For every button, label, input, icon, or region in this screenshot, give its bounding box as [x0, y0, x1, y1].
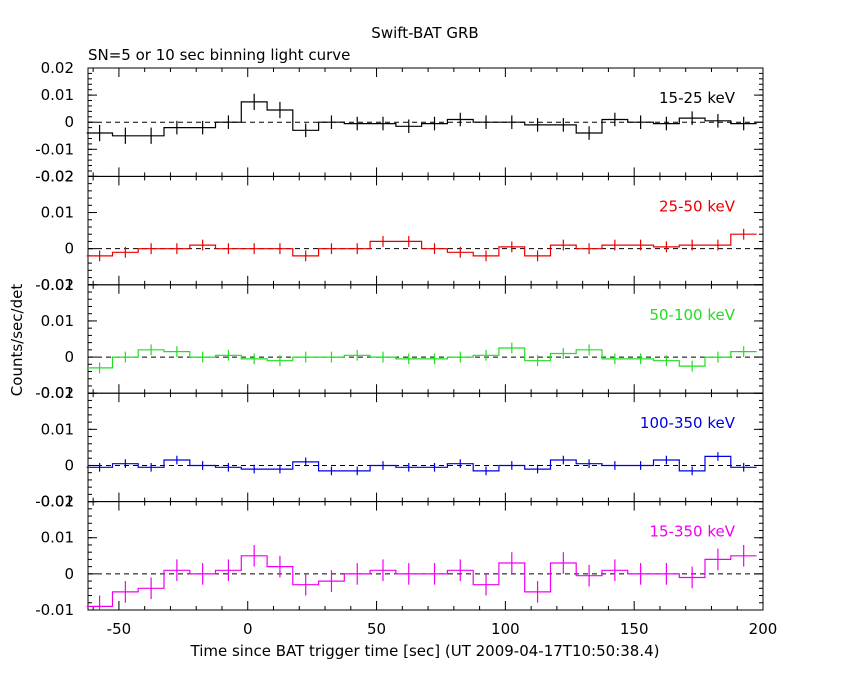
y-tick-label: 0.01: [41, 420, 74, 438]
x-axis-label: Time since BAT trigger time [sec] (UT 20…: [190, 642, 660, 660]
band-label: 15-25 keV: [659, 89, 736, 107]
y-tick-label: 0.01: [41, 529, 74, 547]
panel-frame: [87, 501, 764, 611]
panel-3: -0.01 0 0.01 0.02 50-100 keV: [35, 276, 764, 402]
panel-1: -0.02 -0.01 0 0.01 0.02 15-25 keV: [35, 59, 764, 185]
y-tick-label: 0: [64, 456, 74, 474]
y-tick-label: 0: [64, 113, 74, 131]
x-tick-label: 0: [243, 620, 253, 638]
series-step-line: [86, 101, 757, 137]
y-tick-label: 0.02: [41, 167, 74, 185]
y-tick-label: 0.02: [41, 276, 74, 294]
x-tick-label: 200: [749, 620, 778, 638]
series-step-line: [86, 455, 757, 472]
y-tick-label: 0.01: [41, 312, 74, 330]
band-label: 50-100 keV: [649, 306, 735, 324]
series-step-line: [86, 347, 757, 369]
x-tick-label: -50: [107, 620, 132, 638]
chart-subtitle: SN=5 or 10 sec binning light curve: [88, 46, 350, 64]
y-tick-label: -0.01: [35, 276, 74, 294]
y-tick-label: 0: [64, 240, 74, 258]
x-tick-label: 50: [367, 620, 386, 638]
y-tick-label: -0.01: [35, 493, 74, 511]
y-tick-label: 0.01: [41, 204, 74, 222]
panel-frame: [87, 175, 764, 286]
panel-4: -0.01 0 0.01 0.02 100-350 keV: [35, 384, 764, 511]
panels-group: -0.02 -0.01 0 0.01 0.02 15-25 keV -0.01 0 0.01 0.…: [35, 59, 777, 638]
y-tick-label: 0: [64, 348, 74, 366]
y-tick-label: 0.02: [41, 384, 74, 402]
y-axis-label: Counts/sec/det: [8, 284, 26, 397]
x-tick-label: 150: [620, 620, 649, 638]
panel-frame: [87, 392, 764, 503]
series-step-line: [86, 555, 757, 607]
y-tick-label: -0.01: [35, 140, 74, 158]
band-label: 100-350 keV: [640, 414, 736, 432]
series-step-line: [86, 233, 757, 257]
y-tick-label: 0: [64, 565, 74, 583]
y-tick-label: 0.02: [41, 493, 74, 511]
y-tick-label: -0.01: [35, 601, 74, 619]
panel-5: -0.01 0 0.01 0.02 15-350 keV -50 0 50 100 150 200: [35, 493, 777, 638]
y-tick-label: -0.02: [35, 167, 74, 185]
band-label: 25-50 keV: [659, 197, 736, 215]
y-tick-label: -0.01: [35, 384, 74, 402]
y-tick-label: 0.02: [41, 59, 74, 77]
band-label: 15-350 keV: [649, 523, 735, 541]
panel-frame: [87, 284, 764, 394]
panel-2: -0.01 0 0.01 0.02 25-50 keV: [35, 167, 764, 294]
y-tick-label: 0.01: [41, 86, 74, 104]
x-tick-label: 100: [491, 620, 520, 638]
chart-title: Swift-BAT GRB: [371, 24, 478, 42]
